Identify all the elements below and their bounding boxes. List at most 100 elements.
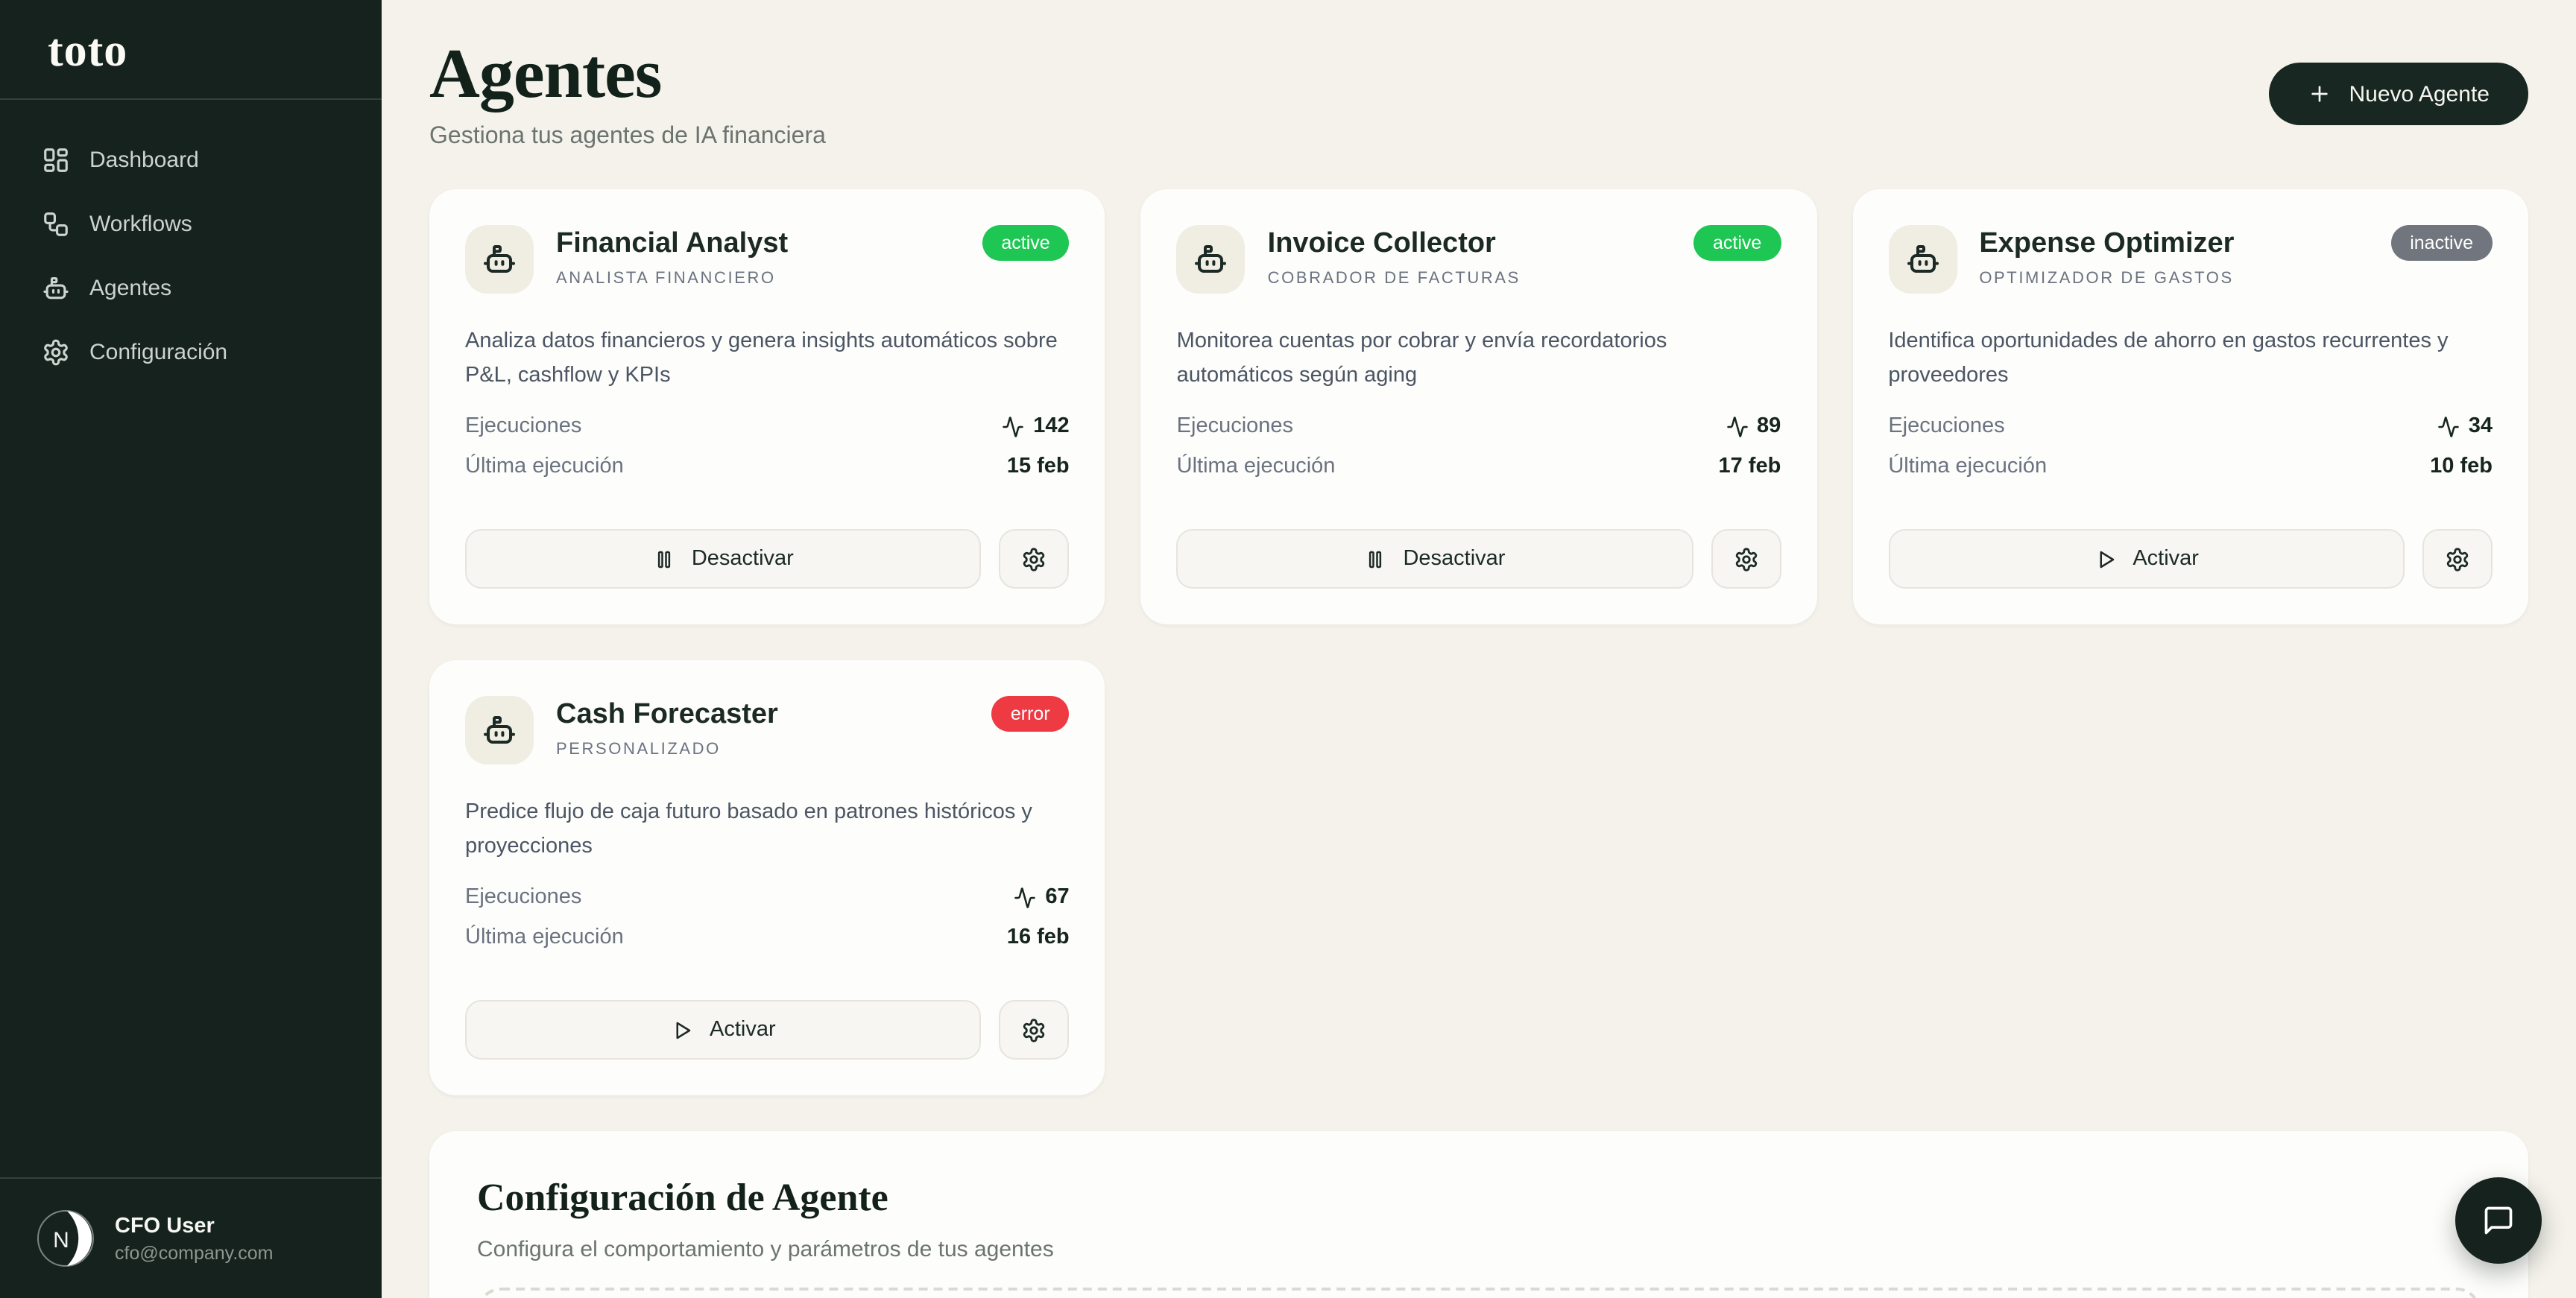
sidebar-item-agentes[interactable]: Agentes bbox=[21, 261, 361, 316]
new-agent-button-label: Nuevo Agente bbox=[2349, 81, 2490, 107]
bot-icon bbox=[1193, 242, 1229, 278]
agent-name: Cash Forecaster bbox=[556, 699, 778, 731]
agent-name: Expense Optimizer bbox=[1979, 228, 2235, 260]
agent-role: ANALISTA FINANCIERO bbox=[556, 270, 776, 288]
agent-icon-box bbox=[465, 225, 534, 294]
agent-settings-button[interactable] bbox=[1711, 529, 1781, 589]
sidebar-item-configuracion[interactable]: Configuración bbox=[21, 325, 361, 380]
agent-description: Analiza datos financieros y genera insig… bbox=[465, 329, 1058, 387]
agent-description: Predice flujo de caja futuro basado en p… bbox=[465, 800, 1032, 858]
stat-last-execution: Última ejecución 17 feb bbox=[1177, 455, 1781, 479]
page-header: Agentes Gestiona tus agentes de IA finan… bbox=[429, 37, 2528, 151]
gear-icon bbox=[2445, 547, 2470, 572]
card-header: Expense Optimizer OPTIMIZADOR DE GASTOS … bbox=[1888, 225, 2493, 294]
sidebar-item-label: Workflows bbox=[89, 212, 192, 237]
agent-description: Identifica oportunidades de ahorro en ga… bbox=[1888, 329, 2449, 387]
stat-value: 10 feb bbox=[2430, 455, 2493, 479]
sidebar-item-workflows[interactable]: Workflows bbox=[21, 197, 361, 252]
stat-last-execution: Última ejecución 15 feb bbox=[465, 455, 1070, 479]
agent-icon-box bbox=[1176, 225, 1246, 294]
card-header: Invoice Collector COBRADOR DE FACTURAS a… bbox=[1176, 225, 1781, 294]
activity-icon bbox=[1002, 416, 1024, 438]
svg-text:N: N bbox=[53, 1228, 69, 1253]
activity-icon bbox=[1726, 416, 1748, 438]
activate-button[interactable]: Activar bbox=[1888, 529, 2405, 589]
card-footer: Activar bbox=[1888, 529, 2493, 589]
plus-icon bbox=[2308, 82, 2332, 106]
stat-label: Última ejecución bbox=[465, 925, 624, 950]
chat-fab-button[interactable] bbox=[2455, 1177, 2542, 1264]
new-agent-button[interactable]: Nuevo Agente bbox=[2268, 63, 2528, 125]
agent-stats: Ejecuciones 142 Última ejecución 15 feb bbox=[465, 415, 1070, 479]
agent-title-block: Invoice Collector COBRADOR DE FACTURAS bbox=[1268, 226, 1521, 288]
card-footer: Activar bbox=[465, 1000, 1070, 1060]
deactivate-button[interactable]: Desactivar bbox=[1176, 529, 1693, 589]
avatar: N bbox=[37, 1210, 94, 1267]
agent-card-invoice-collector: Invoice Collector COBRADOR DE FACTURAS a… bbox=[1140, 189, 1817, 625]
card-header: Financial Analyst ANALISTA FINANCIERO ac… bbox=[465, 225, 1070, 294]
stat-label: Ejecuciones bbox=[465, 414, 582, 439]
agent-icon-box bbox=[465, 696, 534, 765]
stat-value: 89 bbox=[1726, 415, 1781, 439]
config-dropzone[interactable] bbox=[477, 1288, 2481, 1298]
user-name: CFO User bbox=[115, 1214, 215, 1238]
activate-button[interactable]: Activar bbox=[465, 1000, 982, 1060]
agent-title-block: Expense Optimizer OPTIMIZADOR DE GASTOS bbox=[1979, 226, 2234, 288]
stat-value: 15 feb bbox=[1006, 455, 1070, 479]
agent-stats: Ejecuciones 67 Última ejecución 16 feb bbox=[465, 886, 1070, 950]
page-heading-block: Agentes Gestiona tus agentes de IA finan… bbox=[429, 37, 826, 151]
stat-label: Ejecuciones bbox=[1176, 414, 1294, 439]
user-email: cfo@company.com bbox=[115, 1242, 274, 1263]
stat-label: Última ejecución bbox=[465, 455, 624, 479]
pause-icon bbox=[1364, 548, 1386, 571]
sidebar-divider bbox=[0, 98, 382, 100]
agent-config-section: Configuración de Agente Configura el com… bbox=[429, 1131, 2528, 1298]
agent-stats: Ejecuciones 34 Última ejecución 10 feb bbox=[1888, 415, 2493, 479]
stat-executions: Ejecuciones 142 bbox=[465, 415, 1070, 439]
stat-value: 34 bbox=[2437, 415, 2493, 439]
user-profile[interactable]: N CFO User cfo@company.com bbox=[0, 1177, 382, 1298]
agent-role: COBRADOR DE FACTURAS bbox=[1267, 270, 1521, 288]
play-icon bbox=[2094, 548, 2116, 571]
bot-icon bbox=[1904, 242, 1940, 278]
status-badge: error bbox=[991, 696, 1070, 732]
agent-card-financial-analyst: Financial Analyst ANALISTA FINANCIERO ac… bbox=[429, 189, 1105, 625]
agent-name: Invoice Collector bbox=[1267, 228, 1496, 260]
sidebar-item-dashboard[interactable]: Dashboard bbox=[21, 133, 361, 188]
config-section-title: Configuración de Agente bbox=[477, 1176, 888, 1220]
pause-icon bbox=[653, 548, 675, 571]
agent-settings-button[interactable] bbox=[999, 1000, 1070, 1060]
card-footer: Desactivar bbox=[1176, 529, 1781, 589]
agent-title-block: Cash Forecaster PERSONALIZADO bbox=[556, 697, 778, 759]
user-info: CFO User cfo@company.com bbox=[115, 1214, 274, 1263]
agent-description: Monitorea cuentas por cobrar y envía rec… bbox=[1176, 329, 1667, 387]
agent-settings-button[interactable] bbox=[999, 529, 1070, 589]
stat-executions: Ejecuciones 34 bbox=[1888, 415, 2493, 439]
sidebar-nav: Dashboard Workflows Agentes Configuració… bbox=[0, 100, 382, 1177]
stat-value: 142 bbox=[1002, 415, 1070, 439]
deactivate-button[interactable]: Desactivar bbox=[465, 529, 982, 589]
app-logo: toto bbox=[48, 24, 128, 76]
stat-value: 16 feb bbox=[1006, 925, 1070, 950]
stat-last-execution: Última ejecución 10 feb bbox=[1888, 455, 2493, 479]
workflow-icon bbox=[42, 210, 70, 238]
agent-stats: Ejecuciones 89 Última ejecución 17 feb bbox=[1177, 415, 1781, 479]
chat-bubble-icon bbox=[2482, 1204, 2515, 1237]
agent-icon-box bbox=[1888, 225, 1957, 294]
dashboard-icon bbox=[42, 146, 70, 174]
play-icon bbox=[671, 1019, 693, 1042]
status-badge: inactive bbox=[2390, 225, 2493, 262]
activity-icon bbox=[1014, 887, 1036, 909]
stat-label: Ejecuciones bbox=[465, 885, 582, 910]
agent-settings-button[interactable] bbox=[2422, 529, 2493, 589]
activity-icon bbox=[2437, 416, 2460, 438]
agent-title-block: Financial Analyst ANALISTA FINANCIERO bbox=[556, 226, 788, 288]
gear-icon bbox=[1022, 547, 1047, 572]
agent-role: OPTIMIZADOR DE GASTOS bbox=[1979, 270, 2234, 288]
stat-executions: Ejecuciones 67 bbox=[465, 886, 1070, 910]
sidebar-item-label: Dashboard bbox=[89, 148, 199, 173]
agent-card-expense-optimizer: Expense Optimizer OPTIMIZADOR DE GASTOS … bbox=[1852, 189, 2528, 625]
gear-icon bbox=[42, 338, 70, 367]
card-footer: Desactivar bbox=[465, 529, 1070, 589]
